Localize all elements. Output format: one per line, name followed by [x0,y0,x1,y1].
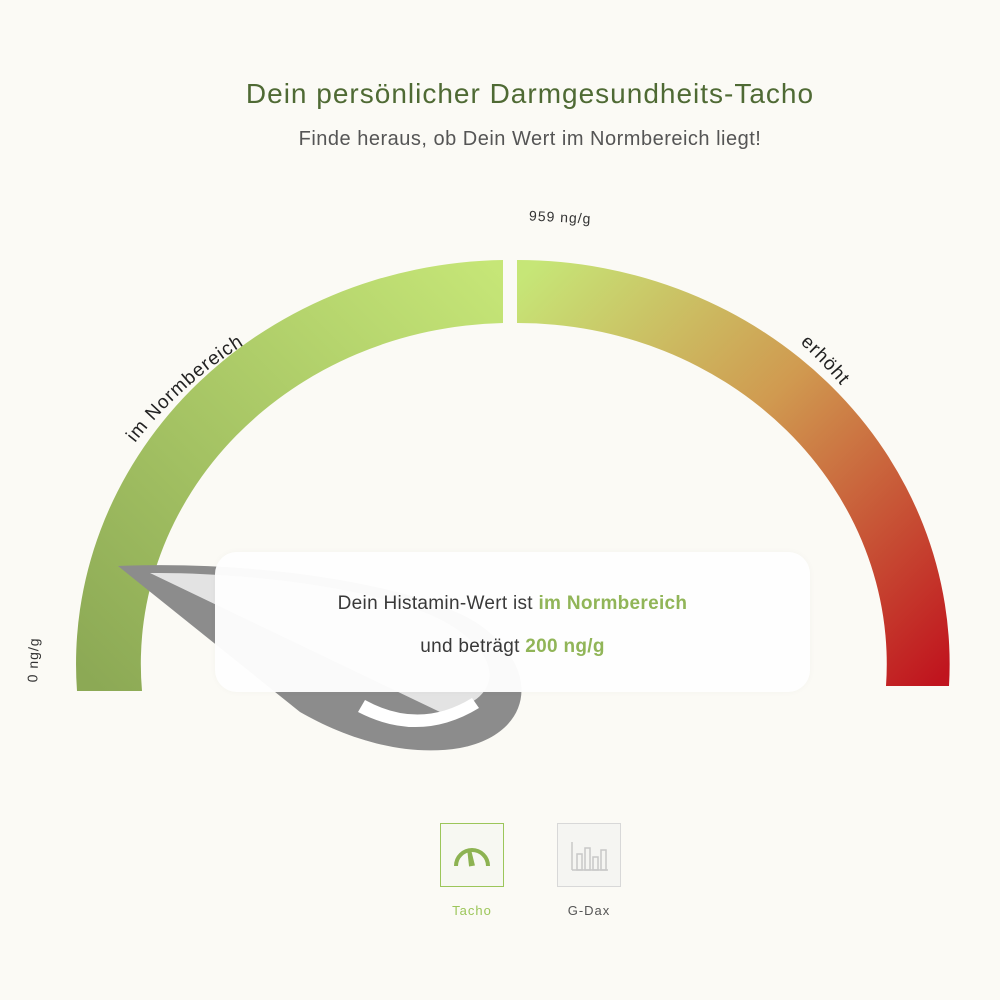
tab-tacho-button[interactable] [440,823,504,887]
speedometer-icon [454,848,490,867]
result-value-amount: 200 ng/g [525,636,605,657]
min-value-label: 0 ng/g [24,637,42,682]
gauge-normal-segment [76,260,503,691]
result-status-value: im Normbereich [538,593,688,614]
gauge-high-segment [517,259,950,686]
result-value-prefix: und beträgt [420,636,526,657]
result-line-status: Dein Histamin-Wert ist im Normbereich [215,593,810,615]
result-line-value: und beträgt 200 ng/g [215,636,810,658]
page-subtitle: Finde heraus, ob Dein Wert im Normbereic… [298,128,762,150]
tab-tacho-label[interactable]: Tacho [452,903,492,918]
tab-gdax-label[interactable]: G-Dax [567,903,611,918]
result-status-prefix: Dein Histamin-Wert ist [337,593,539,614]
result-panel: Dein Histamin-Wert ist im Normbereich un… [215,552,810,692]
page-title: Dein persönlicher Darmgesundheits-Tacho [245,78,815,109]
bar-chart-icon [571,842,608,871]
threshold-label: 959 ng/g [529,207,592,226]
tab-gdax-button[interactable] [557,823,621,887]
needle-highlight-arc [358,698,479,728]
